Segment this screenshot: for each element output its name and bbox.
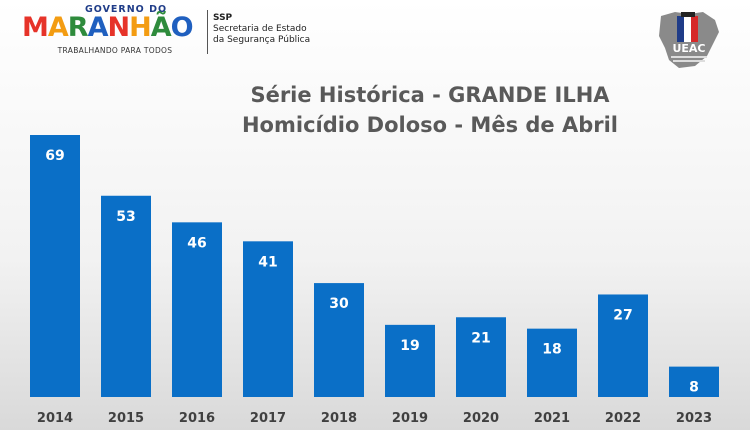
bar-value-label: 30 bbox=[329, 296, 349, 312]
bar-2021 bbox=[527, 328, 577, 397]
bar-2014 bbox=[30, 135, 80, 397]
ueac-logo-text: UEAC bbox=[672, 42, 705, 55]
bar-value-label: 18 bbox=[542, 342, 561, 358]
x-tick-label: 2020 bbox=[463, 411, 499, 426]
x-tick-label: 2016 bbox=[179, 411, 215, 426]
bar-2019 bbox=[385, 324, 435, 397]
x-tick-label: 2019 bbox=[392, 411, 428, 426]
x-tick-label: 2014 bbox=[37, 411, 73, 426]
ssp-line2: da Segurança Pública bbox=[213, 35, 311, 45]
gov-letter: Ã bbox=[150, 12, 172, 43]
chart-title-line1: Série Histórica - GRANDE ILHA bbox=[250, 83, 610, 107]
gov-letter: A bbox=[87, 12, 109, 43]
gov-top-text: GOVERNO DO bbox=[84, 4, 168, 15]
ssp-block: SSP Secretaria de Estado da Segurança Pú… bbox=[213, 13, 310, 46]
gov-main-text: MARANHÃO bbox=[22, 13, 197, 43]
bar-value-label: 19 bbox=[400, 338, 419, 354]
gov-letter: O bbox=[170, 12, 194, 43]
gov-letter: N bbox=[107, 12, 130, 43]
bar-2016 bbox=[172, 222, 222, 397]
chart-title-line2: Homicídio Doloso - Mês de Abril bbox=[241, 113, 619, 137]
header-divider bbox=[207, 10, 208, 54]
bar-value-label: 27 bbox=[613, 307, 632, 323]
bar-2015 bbox=[101, 195, 151, 397]
gov-letter: R bbox=[67, 12, 89, 43]
bar-2017 bbox=[243, 241, 293, 397]
bar-value-label: 41 bbox=[258, 254, 277, 270]
bar-2020 bbox=[456, 317, 506, 397]
x-tick-label: 2022 bbox=[605, 411, 641, 426]
governo-maranhao-logo: GOVERNO DO MARANHÃO TRABALHANDO PARA TOD… bbox=[22, 4, 302, 60]
bar-value-label: 8 bbox=[689, 380, 699, 396]
x-tick-label: 2018 bbox=[321, 411, 357, 426]
chart-title: Série Histórica - GRANDE ILHA Homicídio … bbox=[180, 80, 680, 140]
ueac-logo-icon: UEAC bbox=[659, 12, 719, 68]
gov-letter: M bbox=[22, 12, 49, 43]
x-tick-label: 2017 bbox=[250, 411, 286, 426]
bar-value-label: 21 bbox=[471, 330, 490, 346]
bar-2018 bbox=[314, 283, 364, 397]
x-tick-label: 2023 bbox=[676, 411, 712, 426]
bar-value-label: 69 bbox=[45, 148, 64, 164]
x-tick-label: 2021 bbox=[534, 411, 570, 426]
bar-2023 bbox=[669, 366, 719, 397]
x-tick-label: 2015 bbox=[108, 411, 144, 426]
bar-2022 bbox=[598, 294, 648, 397]
gov-letter: A bbox=[47, 12, 69, 43]
gov-letter: H bbox=[129, 12, 152, 43]
bar-value-label: 46 bbox=[187, 235, 206, 251]
gov-sub-text: TRABALHANDO PARA TODOS bbox=[57, 46, 173, 55]
ssp-title: SSP bbox=[213, 13, 233, 23]
ssp-line1: Secretaria de Estado bbox=[213, 24, 307, 34]
bar-value-label: 53 bbox=[116, 209, 135, 225]
